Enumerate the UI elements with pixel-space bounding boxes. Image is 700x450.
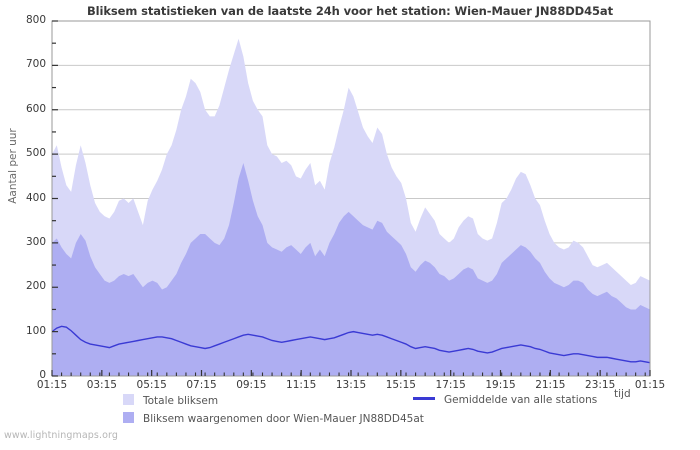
y-tick-label: 400: [25, 191, 46, 204]
legend-label-total: Totale bliksem: [143, 395, 219, 407]
x-tick-label: 03:15: [86, 379, 117, 391]
x-tick-label: 11:15: [286, 379, 317, 391]
y-tick-label: 0: [39, 369, 46, 381]
x-tick-label: 19:15: [485, 379, 516, 391]
x-tick-label: 23:15: [585, 379, 616, 391]
legend-label-station: Bliksem waargenomen door Wien-Mauer JN88…: [143, 413, 424, 425]
x-tick-label: 01:15: [36, 379, 68, 391]
legend-swatch-station-icon: [123, 412, 134, 423]
x-tick-label: 17:15: [435, 379, 466, 391]
y-tick-label: 600: [25, 102, 46, 115]
x-tick-label: 15:15: [385, 379, 416, 391]
legend-swatch-total-icon: [123, 394, 134, 405]
x-axis-label: tijd: [614, 388, 631, 400]
legend-item-total: Totale bliksem: [123, 394, 218, 407]
page-title: Bliksem statistieken van de laatste 24h …: [87, 4, 613, 18]
legend-label-average: Gemiddelde van alle stations: [444, 394, 598, 406]
y-tick-label: 800: [25, 14, 46, 26]
x-tick-label: 01:15: [634, 379, 666, 391]
x-tick-label: 07:15: [186, 379, 217, 391]
x-tick-label: 21:15: [535, 379, 566, 391]
y-tick-label: 300: [25, 235, 46, 248]
legend-item-average: Gemiddelde van alle stations: [413, 394, 597, 406]
y-tick-label: 700: [25, 58, 46, 71]
x-tick-label: 13:15: [335, 379, 367, 391]
y-tick-label: 500: [25, 147, 46, 160]
watermark: www.lightningmaps.org: [4, 430, 118, 441]
legend-line-average-icon: [413, 397, 435, 400]
x-tick-label: 05:15: [136, 379, 167, 391]
y-axis-label: Aantal per uur: [7, 128, 19, 204]
x-tick-label: 09:15: [236, 379, 267, 391]
legend-item-station: Bliksem waargenomen door Wien-Mauer JN88…: [123, 412, 424, 425]
y-tick-label: 200: [25, 280, 46, 293]
y-tick-label: 100: [25, 324, 46, 337]
